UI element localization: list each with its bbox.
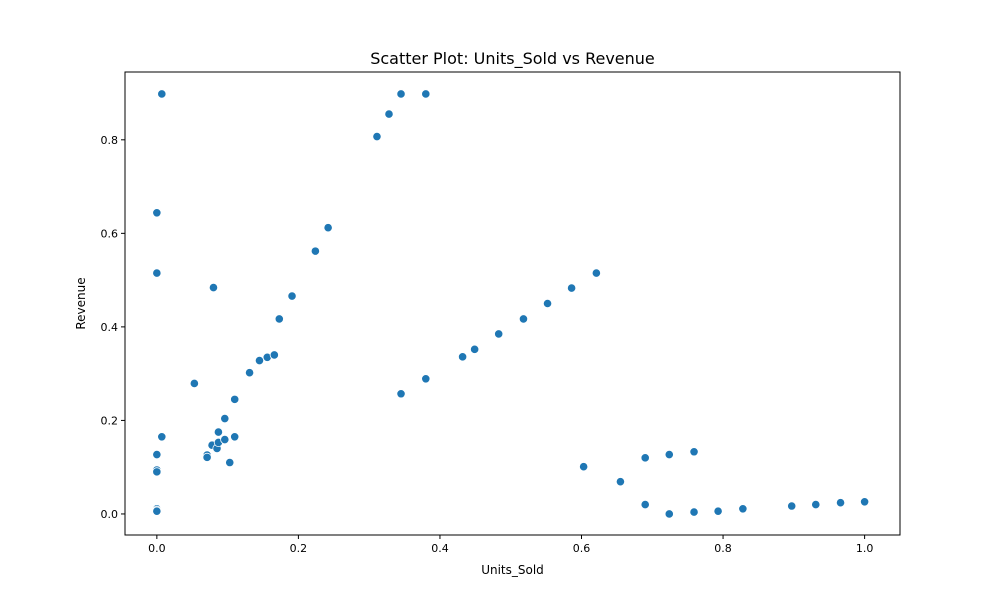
data-point — [860, 497, 870, 507]
data-point — [152, 208, 162, 218]
data-point — [225, 457, 235, 468]
data-point — [202, 452, 212, 462]
data-point — [323, 223, 333, 233]
data-point — [220, 434, 230, 445]
data-point — [713, 506, 723, 516]
data-point — [213, 427, 224, 437]
x-axis: 0.0 0.2 0.4 0.6 0.8 1.0 — [148, 535, 873, 555]
data-point — [640, 500, 650, 510]
data-point — [835, 498, 846, 508]
data-point — [152, 467, 162, 477]
data-point — [787, 501, 797, 511]
x-tick-label: 0.0 — [148, 542, 166, 555]
data-point — [579, 462, 589, 472]
data-point — [470, 344, 480, 354]
x-tick-label: 0.6 — [573, 542, 591, 555]
data-point — [615, 477, 626, 487]
data-point — [591, 268, 601, 278]
data-point — [421, 374, 431, 384]
data-point — [230, 432, 240, 442]
data-point — [566, 283, 577, 293]
data-point — [542, 298, 553, 309]
data-point — [421, 89, 431, 99]
data-point — [220, 413, 230, 424]
data-point — [310, 246, 320, 256]
data-point — [689, 447, 699, 457]
data-point — [738, 504, 748, 514]
data-point — [372, 131, 382, 142]
chart-title: Scatter Plot: Units_Sold vs Revenue — [370, 49, 655, 69]
data-point — [384, 109, 394, 119]
x-tick-label: 0.4 — [431, 542, 449, 555]
data-point — [230, 394, 240, 404]
y-axis-label: Revenue — [74, 277, 88, 329]
y-axis: 0.0 0.2 0.4 0.6 0.8 — [101, 134, 125, 521]
data-point — [254, 355, 265, 366]
data-point — [152, 449, 162, 460]
data-point — [157, 89, 167, 99]
data-point — [664, 449, 674, 460]
data-point — [494, 329, 504, 339]
data-point — [458, 352, 468, 362]
x-tick-label: 1.0 — [856, 542, 874, 555]
data-point — [157, 432, 167, 442]
data-point — [189, 378, 199, 389]
y-tick-label: 0.0 — [101, 508, 119, 521]
data-point — [811, 500, 821, 510]
y-tick-label: 0.6 — [101, 227, 119, 240]
y-tick-label: 0.4 — [101, 321, 119, 334]
plot-area-frame — [124, 71, 901, 536]
data-point — [640, 453, 650, 463]
data-point — [287, 291, 297, 301]
data-point — [396, 89, 406, 99]
x-tick-label: 0.8 — [714, 542, 732, 555]
y-tick-label: 0.8 — [101, 134, 119, 147]
data-point — [689, 507, 699, 517]
data-point — [274, 314, 284, 324]
data-point — [518, 314, 529, 324]
data-point — [152, 268, 162, 278]
y-tick-label: 0.2 — [101, 414, 119, 427]
data-point — [244, 368, 255, 378]
data-point — [269, 350, 279, 360]
data-point — [396, 389, 406, 399]
data-point — [664, 509, 674, 519]
data-point — [208, 282, 219, 293]
data-points — [152, 89, 870, 519]
x-tick-label: 0.2 — [290, 542, 308, 555]
data-point — [152, 506, 162, 516]
x-axis-label: Units_Sold — [481, 563, 544, 577]
